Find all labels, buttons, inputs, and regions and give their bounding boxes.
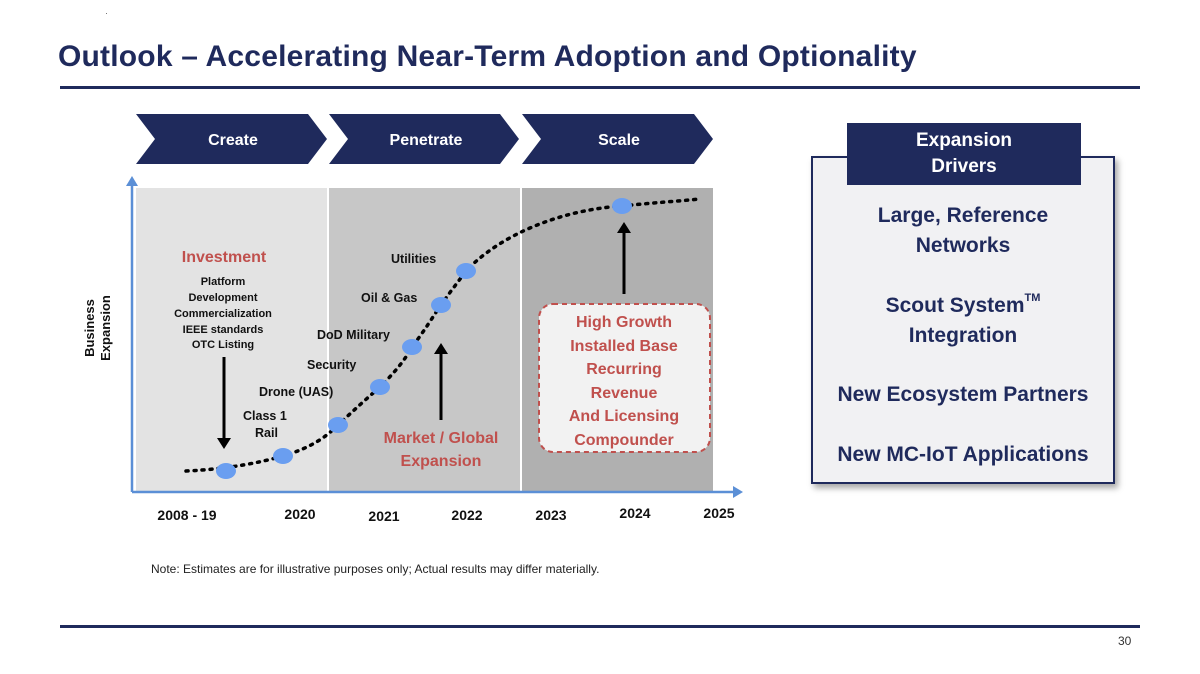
investment-heading: Investment: [182, 249, 267, 266]
drivers-header-line1: Expansion: [915, 130, 1013, 151]
page-number: 30: [1118, 634, 1132, 648]
phase-scale-label: Scale: [598, 132, 640, 149]
region-create: [136, 188, 327, 492]
svg-text:Expansion: Expansion: [98, 295, 113, 361]
x-tick-label: 2023: [535, 507, 566, 523]
y-axis-arrow-icon: [126, 176, 138, 186]
x-tick-label: 2021: [368, 508, 399, 524]
milestone-label: Oil & Gas: [361, 291, 417, 305]
growth-line: Installed Base: [570, 338, 678, 355]
curve-point: [456, 263, 476, 279]
curve-point: [370, 379, 390, 395]
growth-line: Recurring: [586, 361, 662, 378]
adoption-s-curve: [184, 197, 702, 473]
milestone-label: Rail: [255, 426, 278, 440]
milestone-label: Security: [307, 358, 356, 372]
growth-line: Revenue: [591, 385, 658, 402]
investment-item: Platform: [201, 276, 246, 288]
svg-text:Business: Business: [82, 299, 97, 357]
driver-reference-networks: Large, Reference Networks: [877, 204, 1049, 257]
growth-line: Compounder: [574, 432, 674, 449]
expansion-drivers-panel: [811, 156, 1115, 484]
driver-mc-iot-applications: New MC-IoT Applications: [837, 443, 1089, 466]
expansion-drivers-header: Expansion Drivers: [847, 123, 1081, 185]
curve-point: [402, 339, 422, 355]
x-tick-label: 2024: [619, 505, 650, 521]
investment-arrowhead-icon: [217, 438, 231, 449]
investment-item: OTC Listing: [192, 339, 254, 351]
market-arrowhead-icon: [434, 343, 448, 354]
investment-item: Commercialization: [174, 308, 272, 320]
market-label-line2: Expansion: [401, 453, 482, 470]
title-divider: [60, 86, 1140, 89]
curve-point: [328, 417, 348, 433]
artifact-dot: [106, 13, 107, 14]
phase-create-chevron: Create: [136, 114, 327, 164]
x-tick-label: 2022: [451, 507, 482, 523]
milestone-label: Utilities: [391, 252, 436, 266]
driver-scout-system: Scout SystemTM Integration: [885, 292, 1041, 347]
region-penetrate: [329, 188, 520, 492]
y-axis-label: Business Expansion: [82, 295, 113, 361]
curve-point: [431, 297, 451, 313]
growth-callout-box: [538, 303, 711, 453]
page-title: Outlook – Accelerating Near-Term Adoptio…: [58, 40, 917, 73]
investment-item: IEEE standards: [183, 324, 264, 336]
footer-divider: [60, 625, 1140, 628]
scale-arrowhead-icon: [617, 222, 631, 233]
phase-scale-chevron: Scale: [522, 114, 713, 164]
x-tick-label: 2008 - 19: [157, 507, 216, 523]
drivers-header-line2: Drivers: [931, 156, 997, 177]
milestone-label: Drone (UAS): [259, 385, 333, 399]
x-tick-label: 2025: [703, 505, 734, 521]
phase-penetrate-label: Penetrate: [390, 132, 463, 149]
milestone-label: DoD Military: [317, 328, 390, 342]
x-axis-arrow-icon: [733, 486, 743, 498]
x-tick-label: 2020: [284, 506, 315, 522]
growth-line: High Growth: [576, 314, 672, 331]
investment-item: Development: [188, 292, 257, 304]
milestone-label: Class 1: [243, 409, 287, 423]
phase-penetrate-chevron: Penetrate: [329, 114, 519, 164]
phase-create-label: Create: [208, 132, 258, 149]
disclaimer-note: Note: Estimates are for illustrative pur…: [151, 562, 600, 576]
driver-ecosystem-partners: New Ecosystem Partners: [837, 383, 1089, 406]
curve-point: [216, 463, 236, 479]
trademark-mark: TM: [1024, 292, 1041, 304]
market-label-line1: Market / Global: [384, 430, 499, 447]
growth-line: And Licensing: [569, 408, 679, 425]
curve-point: [612, 198, 632, 214]
curve-point: [273, 448, 293, 464]
